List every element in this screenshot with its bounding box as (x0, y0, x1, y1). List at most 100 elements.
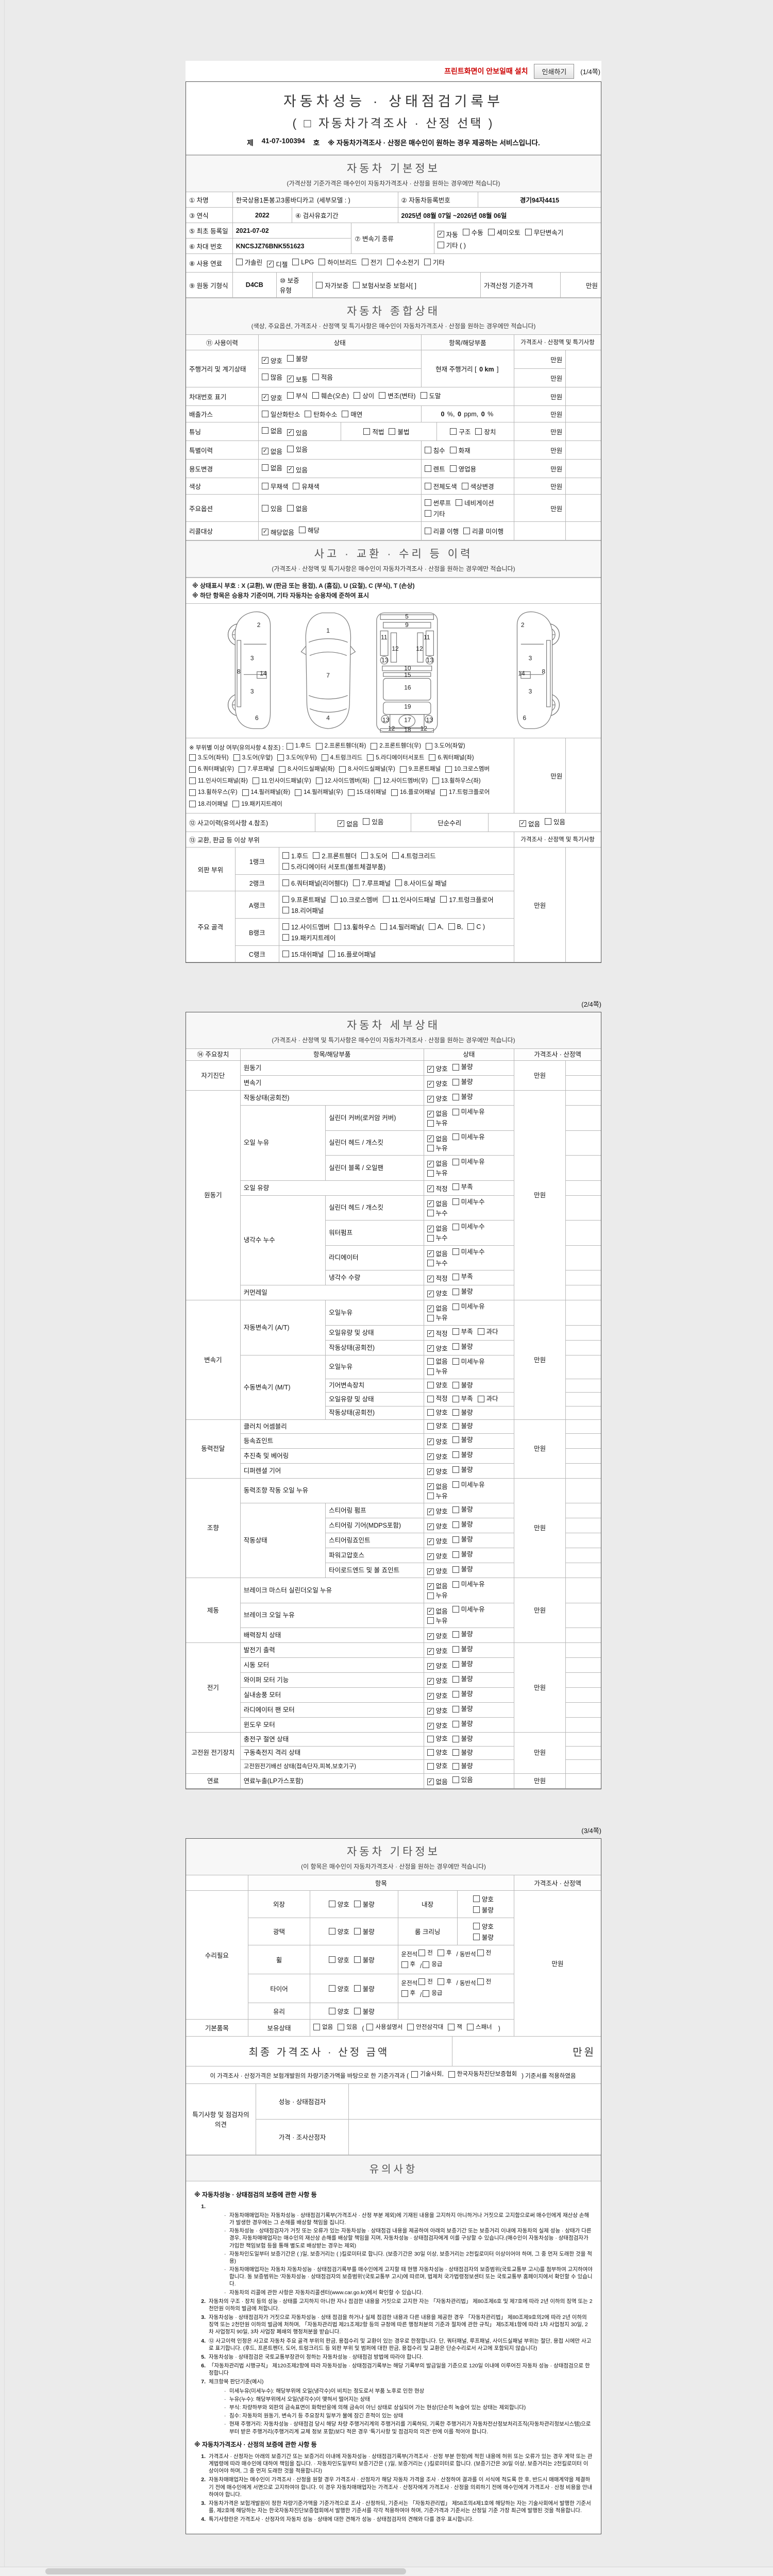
checkbox-option[interactable]: 미세누유 (452, 1605, 485, 1614)
checkbox-icon[interactable] (427, 1395, 434, 1402)
checkbox-icon[interactable] (328, 1956, 335, 1963)
checkbox-icon[interactable] (328, 1985, 335, 1992)
checkbox-icon[interactable] (427, 1493, 434, 1499)
checkbox-option[interactable]: 리콜 이행 (424, 526, 459, 536)
checkbox-option[interactable]: 불량 (452, 1690, 473, 1698)
checkbox-icon[interactable] (432, 777, 439, 784)
checkbox-icon[interactable] (452, 1382, 459, 1388)
checkbox-option[interactable]: 불량 (452, 1381, 473, 1389)
checkbox-option[interactable]: 19.패키지트레이 (282, 933, 335, 942)
checkbox-option[interactable]: 13.휠하우스(우) (189, 788, 238, 797)
checkbox-option[interactable]: 불량 (452, 1093, 473, 1101)
checkbox-option[interactable]: 불량 (452, 1436, 473, 1444)
print-button[interactable]: 인쇄하기 (534, 63, 575, 79)
checkbox-option[interactable]: 11.인사이드패널 (382, 894, 435, 904)
checkbox-icon[interactable] (287, 392, 294, 399)
checkbox-option[interactable]: 누수 (427, 1259, 448, 1267)
checkbox-option[interactable]: ✓ 양호 (427, 1553, 448, 1560)
checkbox-option[interactable]: 17.트렁크플로어 (440, 788, 490, 797)
checkbox-icon[interactable]: ✓ (427, 1583, 434, 1590)
checkbox-option[interactable]: ✓ 디젤 (267, 261, 288, 268)
checkbox-icon[interactable] (452, 1358, 459, 1365)
checkbox-icon[interactable] (452, 1422, 459, 1430)
checkbox-icon[interactable] (318, 259, 326, 265)
checkbox-icon[interactable] (452, 1749, 459, 1756)
checkbox-option[interactable]: 양호 (328, 1984, 349, 1993)
checkbox-option[interactable]: 있음 (544, 817, 565, 826)
checkbox-icon[interactable] (452, 1581, 459, 1588)
checkbox-option[interactable]: 2.프론트휀더(우) (371, 741, 421, 751)
checkbox-icon[interactable] (330, 896, 338, 903)
checkbox-option[interactable]: 없음 (261, 426, 282, 435)
checkbox-icon[interactable] (418, 1950, 426, 1956)
checkbox-option[interactable]: 16.플로어패널 (391, 788, 435, 797)
checkbox-icon[interactable]: ✓ (427, 1707, 434, 1715)
checkbox-option[interactable]: B, (448, 923, 463, 930)
checkbox-icon[interactable] (452, 1288, 459, 1295)
checkbox-icon[interactable] (315, 742, 323, 750)
checkbox-option[interactable]: LPG (292, 259, 314, 266)
checkbox-icon[interactable]: ✓ (338, 820, 345, 827)
checkbox-icon[interactable] (452, 1466, 459, 1473)
checkbox-icon[interactable] (239, 766, 246, 773)
checkbox-option[interactable]: ✓ 없음 (427, 1110, 448, 1117)
checkbox-icon[interactable] (452, 1223, 459, 1230)
checkbox-icon[interactable] (448, 2024, 455, 2030)
checkbox-icon[interactable] (292, 259, 299, 265)
checkbox-option[interactable]: 미세누유 (452, 1108, 485, 1116)
checkbox-option[interactable]: 매연 (342, 409, 362, 419)
checkbox-icon[interactable] (452, 1660, 459, 1668)
checkbox-icon[interactable] (452, 1631, 459, 1638)
checkbox-option[interactable]: ✓ 양호 (427, 1568, 448, 1575)
checkbox-option[interactable]: 양호 (473, 1921, 494, 1931)
checkbox-icon[interactable] (452, 1451, 459, 1458)
checkbox-icon[interactable] (261, 411, 268, 417)
checkbox-option[interactable]: ✓ 없음 (427, 1135, 448, 1143)
scrollbar-thumb[interactable] (45, 2568, 406, 2574)
checkbox-option[interactable]: ✓ 없음 (427, 1160, 448, 1167)
checkbox-icon[interactable] (386, 259, 394, 265)
checkbox-option[interactable]: 미세누유 (452, 1358, 485, 1366)
checkbox-icon[interactable] (427, 1260, 434, 1266)
checkbox-icon[interactable] (437, 1978, 444, 1985)
checkbox-option[interactable]: 불량 (452, 1535, 473, 1544)
checkbox-option[interactable]: 5.라디에이터서포트 (367, 753, 424, 762)
checkbox-icon[interactable] (189, 777, 196, 784)
checkbox-icon[interactable] (449, 447, 457, 453)
checkbox-icon[interactable] (445, 766, 452, 773)
checkbox-icon[interactable]: ✓ (427, 1110, 434, 1117)
checkbox-option[interactable]: 양호 (427, 1381, 448, 1389)
checkbox-option[interactable]: 기타 (424, 509, 445, 518)
checkbox-icon[interactable] (424, 510, 431, 517)
checkbox-option[interactable]: ✓ 없음 (427, 1607, 448, 1615)
checkbox-icon[interactable] (312, 374, 319, 380)
checkbox-option[interactable]: 불량 (452, 1063, 473, 1071)
checkbox-option[interactable]: 미세누유 (452, 1133, 485, 1141)
checkbox-icon[interactable]: ✓ (261, 394, 268, 401)
checkbox-option[interactable]: 양호 (427, 1409, 448, 1417)
checkbox-icon[interactable] (261, 483, 268, 489)
checkbox-icon[interactable] (313, 852, 320, 859)
checkbox-icon[interactable]: ✓ (261, 529, 268, 535)
checkbox-option[interactable]: 한국자동차진단보증협회 (448, 2070, 517, 2079)
checkbox-option[interactable]: 미세누유 (452, 1302, 485, 1311)
checkbox-icon[interactable] (286, 742, 293, 750)
checkbox-option[interactable]: 기술사회, (411, 2070, 444, 2079)
checkbox-option[interactable]: 11.인사이드패널(우) (252, 776, 311, 786)
checkbox-option[interactable]: 불량 (354, 1955, 375, 1964)
checkbox-option[interactable]: 적음 (312, 372, 333, 382)
checkbox-option[interactable]: 양호 (427, 1735, 448, 1743)
checkbox-icon[interactable] (473, 1906, 480, 1913)
checkbox-option[interactable]: 양호 (328, 1899, 349, 1909)
checkbox-icon[interactable]: ✓ (427, 1778, 434, 1785)
checkbox-option[interactable]: 수소전기 (386, 257, 419, 267)
checkbox-option[interactable]: ✓ 양호 (427, 1080, 448, 1088)
checkbox-option[interactable]: 2.프론트휀더(좌) (315, 741, 366, 751)
checkbox-icon[interactable] (295, 789, 302, 796)
checkbox-option[interactable]: ✓ 양호 (427, 1508, 448, 1515)
checkbox-icon[interactable] (452, 1521, 459, 1528)
checkbox-option[interactable]: 6.쿼터패널(리어휀다) (282, 878, 348, 888)
checkbox-option[interactable]: ✓ 없음 (427, 1583, 448, 1590)
checkbox-icon[interactable] (261, 504, 268, 512)
checkbox-option[interactable]: 전 (477, 1977, 491, 1987)
